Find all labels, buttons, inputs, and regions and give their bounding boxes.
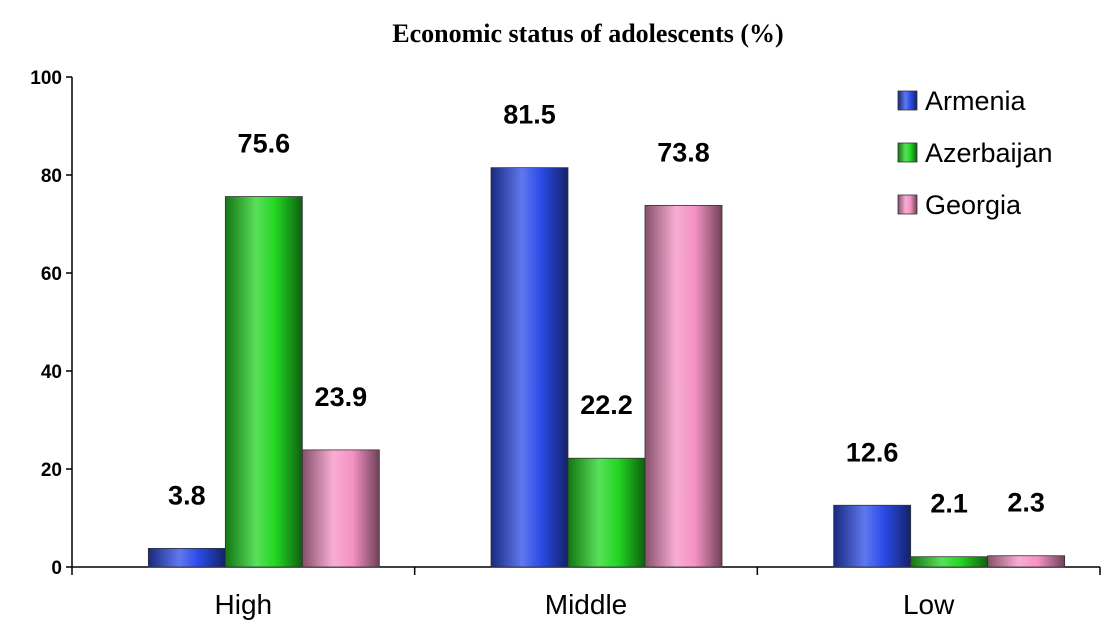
bar-azerbaijan-low xyxy=(910,556,989,568)
legend-swatch xyxy=(897,194,918,215)
data-label: 3.8 xyxy=(168,480,206,510)
bar-georgia-low xyxy=(987,555,1066,568)
y-tick-label: 60 xyxy=(41,264,62,285)
data-label: 2.3 xyxy=(1007,488,1045,518)
legend-label: Azerbaijan xyxy=(925,138,1053,168)
bars xyxy=(147,167,1066,568)
data-label: 75.6 xyxy=(238,129,291,159)
data-label: 73.8 xyxy=(657,137,710,167)
legend-swatch xyxy=(897,142,918,163)
x-category-label: Middle xyxy=(545,589,627,620)
chart-title: Economic status of adolescents (%) xyxy=(392,19,783,48)
bar-armenia-middle xyxy=(490,167,569,568)
legend-swatch xyxy=(897,90,918,111)
data-label: 12.6 xyxy=(846,437,899,467)
x-category-label: High xyxy=(215,589,273,620)
bar-georgia-high xyxy=(301,449,380,568)
bar-armenia-high xyxy=(147,547,226,568)
x-category-label: Low xyxy=(903,589,955,620)
data-labels: 3.8 75.6 23.9 81.5 22.2 73.8 12.6 2.1 2.3 xyxy=(168,100,1045,519)
y-tick-label: 40 xyxy=(41,362,62,383)
y-tick-label: 80 xyxy=(41,166,62,187)
bar-georgia-middle xyxy=(644,204,723,568)
y-tick-label: 100 xyxy=(30,68,62,89)
data-label: 23.9 xyxy=(315,382,368,412)
bar-azerbaijan-middle xyxy=(567,457,646,568)
bar-armenia-low xyxy=(833,504,912,568)
legend-label: Armenia xyxy=(925,86,1027,116)
data-label: 22.2 xyxy=(580,390,633,420)
legend-label: Georgia xyxy=(925,190,1022,220)
axes: 0 20 40 60 80 100 High Middle Low xyxy=(30,68,1101,620)
legend: Armenia Azerbaijan Georgia xyxy=(897,86,1053,220)
bar-azerbaijan-high xyxy=(224,196,303,568)
y-tick-label: 0 xyxy=(51,558,62,579)
data-label: 81.5 xyxy=(503,100,556,130)
data-label: 2.1 xyxy=(930,489,968,519)
y-tick-label: 20 xyxy=(41,460,62,481)
